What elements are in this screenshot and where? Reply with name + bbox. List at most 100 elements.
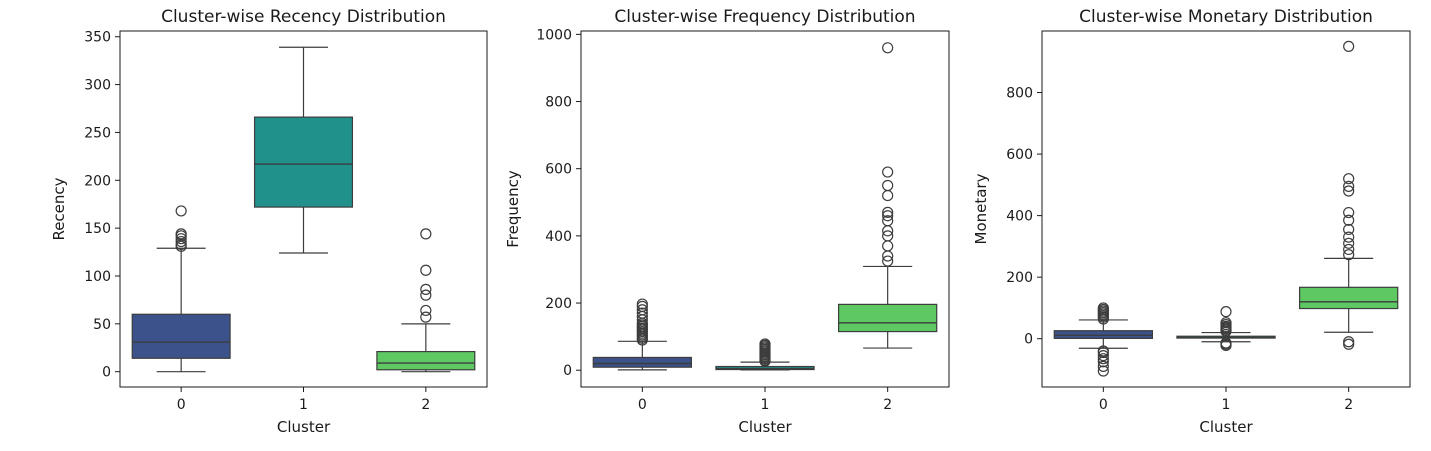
chart0-title: Cluster-wise Recency Distribution xyxy=(161,7,446,27)
chart2-group: Cluster-wise Monetary Distribution 0 200 40… xyxy=(972,7,1411,436)
outlier-point xyxy=(1220,339,1232,352)
outlier-point xyxy=(882,42,894,54)
outlier-point xyxy=(420,289,432,301)
chart1-axes-frame xyxy=(580,30,950,388)
outlier-point xyxy=(1343,231,1355,243)
chart1-group: Cluster-wise Frequency Distribution 0 200 4… xyxy=(504,7,950,436)
chart1-box-2 xyxy=(837,42,938,349)
chart0-box-2 xyxy=(376,228,476,373)
chart2-xlabel: Cluster xyxy=(1199,418,1253,436)
chart0-xtick-label: 0 xyxy=(177,397,186,413)
outlier-point xyxy=(1343,180,1355,192)
outlier-point xyxy=(1097,365,1109,377)
outlier-point xyxy=(1097,350,1109,362)
outlier-point xyxy=(882,210,894,222)
chart0-ytick-label: 250 xyxy=(84,125,111,141)
outlier-point xyxy=(175,228,187,240)
outlier-point xyxy=(1343,338,1355,350)
chart2-xtick-label: 0 xyxy=(1099,397,1108,413)
chart1-ytick-label: 600 xyxy=(545,162,572,178)
chart2-ytick-label: 0 xyxy=(1024,332,1033,348)
outlier-point xyxy=(175,205,187,217)
chart2-box-2 xyxy=(1298,40,1399,350)
chart0-group: Cluster-wise Recency Distribution 0 50 100 1… xyxy=(50,7,488,436)
outlier-point xyxy=(636,298,648,310)
chart2-xtick-label: 2 xyxy=(1344,397,1353,413)
outlier-point xyxy=(175,233,187,245)
outlier-point xyxy=(1343,237,1355,249)
outlier-point xyxy=(882,215,894,227)
chart2-ytick-label: 400 xyxy=(1006,209,1033,225)
outlier-point xyxy=(420,304,432,317)
outlier-point xyxy=(1343,40,1355,52)
outlier-point xyxy=(1343,223,1355,236)
outlier-point xyxy=(1343,173,1355,185)
outlier-point xyxy=(1343,214,1355,226)
outlier-point xyxy=(1097,302,1109,314)
outlier-point xyxy=(1343,206,1355,219)
chart1-xlabel: Cluster xyxy=(738,418,792,436)
chart0-ytick-label: 0 xyxy=(102,365,111,381)
box-iqr xyxy=(1298,286,1399,310)
box-iqr xyxy=(837,303,938,333)
chart0-box-1 xyxy=(253,46,354,254)
outlier-point xyxy=(1343,185,1355,197)
chart0-ytick-label: 300 xyxy=(84,78,111,94)
chart1-ytick-label: 800 xyxy=(545,95,572,111)
outlier-point xyxy=(175,235,187,248)
box-iqr xyxy=(592,356,692,368)
chart1-xtick-label: 0 xyxy=(638,397,647,413)
chart1-ylabel: Frequency xyxy=(504,170,522,248)
outlier-point xyxy=(636,307,648,319)
chart0-xlabel: Cluster xyxy=(277,418,331,436)
outlier-point xyxy=(882,255,894,267)
chart1-box-0 xyxy=(592,298,692,371)
outlier-point xyxy=(1220,306,1232,318)
chart1-ytick-label: 0 xyxy=(563,363,572,379)
chart0-xtick-label: 2 xyxy=(421,397,430,413)
chart2-xtick-label: 1 xyxy=(1222,397,1231,413)
box-iqr xyxy=(253,116,354,208)
chart2-box-0 xyxy=(1053,302,1154,377)
chart1-title: Cluster-wise Frequency Distribution xyxy=(614,7,915,27)
outlier-point xyxy=(882,179,894,192)
outlier-point xyxy=(420,311,432,323)
box-iqr xyxy=(131,313,231,359)
chart2-title: Cluster-wise Monetary Distribution xyxy=(1079,7,1373,27)
chart0-xtick-label: 1 xyxy=(299,397,308,413)
outlier-point xyxy=(882,230,894,242)
chart0-ytick-label: 50 xyxy=(93,317,111,333)
chart0-ytick-label: 150 xyxy=(84,221,111,237)
chart0-ytick-label: 350 xyxy=(84,30,111,46)
outlier-point xyxy=(1343,249,1355,261)
chart1-ytick-label: 200 xyxy=(545,296,572,312)
chart1-xtick-label: 2 xyxy=(883,397,892,413)
outlier-point xyxy=(882,206,894,218)
outlier-point xyxy=(1097,353,1109,365)
box-iqr xyxy=(376,350,476,371)
outlier-point xyxy=(759,338,771,350)
chart1-ytick-label: 400 xyxy=(545,229,572,245)
outlier-point xyxy=(882,166,894,178)
chart1-xtick-label: 1 xyxy=(761,397,770,413)
chart0-box-0 xyxy=(131,205,231,373)
chart2-ytick-label: 800 xyxy=(1006,86,1033,102)
chart1-box-1 xyxy=(715,338,815,371)
outlier-point xyxy=(1097,356,1109,368)
outlier-point xyxy=(882,189,894,202)
outlier-point xyxy=(420,264,432,276)
outlier-point xyxy=(1220,317,1232,329)
chart0-ylabel: Recency xyxy=(50,177,68,240)
outlier-point xyxy=(636,304,648,316)
chart2-axes-frame xyxy=(1041,30,1411,388)
chart0-ytick-label: 100 xyxy=(84,269,111,285)
chart0-axes-frame xyxy=(119,30,488,388)
outlier-point xyxy=(1097,360,1109,372)
chart2-ytick-label: 200 xyxy=(1006,270,1033,286)
chart0-ytick-label: 200 xyxy=(84,173,111,189)
outlier-point xyxy=(1343,243,1355,256)
chart2-ytick-label: 600 xyxy=(1006,147,1033,163)
outlier-point xyxy=(1343,336,1355,348)
chart1-ytick-label: 1000 xyxy=(536,27,572,43)
